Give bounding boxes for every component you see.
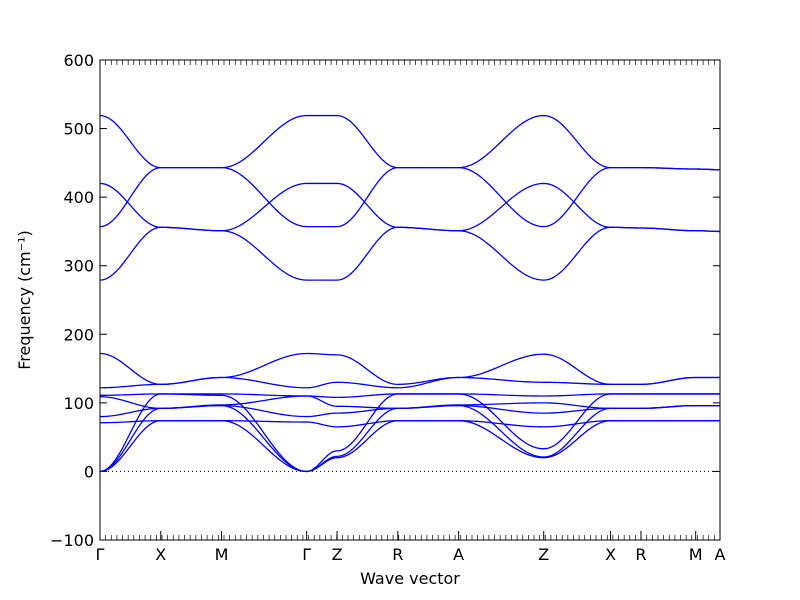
band-line: [99, 226, 720, 281]
y-tick-label: 100: [63, 394, 94, 413]
x-tick-label: Z: [538, 545, 549, 564]
x-tick-label: Γ: [96, 545, 105, 564]
x-tick-label: A: [453, 545, 464, 564]
band-line: [99, 393, 720, 473]
y-tick-label: 300: [63, 257, 94, 276]
x-tick-label: M: [689, 545, 703, 564]
y-tick-label: 500: [63, 120, 94, 139]
y-tick-label: 0: [84, 462, 94, 481]
band-lines: [99, 114, 720, 473]
ticks-layer: [99, 59, 721, 541]
y-tick-label: 600: [63, 51, 94, 70]
x-tick-label: M: [215, 545, 229, 564]
band-line: [99, 404, 720, 473]
x-tick-label: X: [155, 545, 166, 564]
x-tick-label: R: [635, 545, 646, 564]
y-axis-label: Frequency (cm⁻¹): [15, 230, 34, 369]
band-line: [99, 420, 720, 473]
x-tick-label: Γ: [302, 545, 311, 564]
x-tick-label: A: [715, 545, 726, 564]
y-tick-label: 200: [63, 325, 94, 344]
y-tick-label: −100: [50, 531, 94, 550]
x-tick-label: Z: [332, 545, 343, 564]
band-line: [99, 376, 720, 389]
y-tick-label: 400: [63, 188, 94, 207]
x-tick-label: X: [605, 545, 616, 564]
x-axis-label: Wave vector: [360, 569, 460, 588]
x-tick-label: R: [392, 545, 403, 564]
plot-frame: [99, 59, 721, 541]
band-line: [99, 167, 720, 228]
